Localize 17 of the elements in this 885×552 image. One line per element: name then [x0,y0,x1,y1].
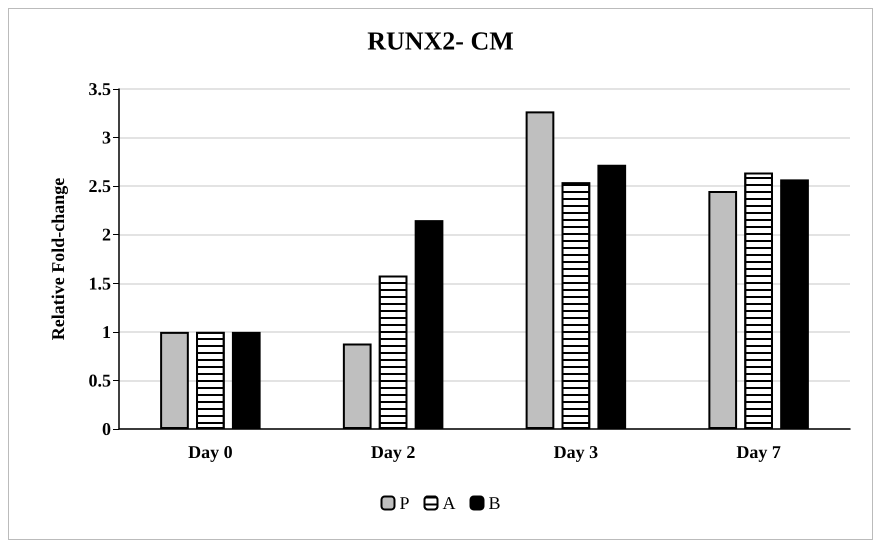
x-tick-label: Day 7 [736,442,781,462]
legend-label: B [488,493,501,513]
y-tick-label: 2.5 [88,176,111,196]
y-axis-title: Relative Fold-change [48,178,68,340]
y-tick-label: 0 [102,419,111,439]
x-tick-label: Day 3 [554,442,598,462]
y-tick-label: 2 [102,224,111,245]
y-tick-label: 3 [102,128,111,148]
y-tick-label: 3.5 [88,79,111,99]
x-tick-label: Day 2 [370,442,416,462]
y-tick-label: 1 [102,322,111,342]
y-tick-label: 0.5 [88,370,111,390]
x-tick-label: Day 0 [188,442,233,462]
y-tick-label: 1.5 [88,273,111,294]
legend-label: P [399,493,410,513]
chart-title: RUNX2- CM [367,26,514,56]
legend-label: A [442,493,456,513]
